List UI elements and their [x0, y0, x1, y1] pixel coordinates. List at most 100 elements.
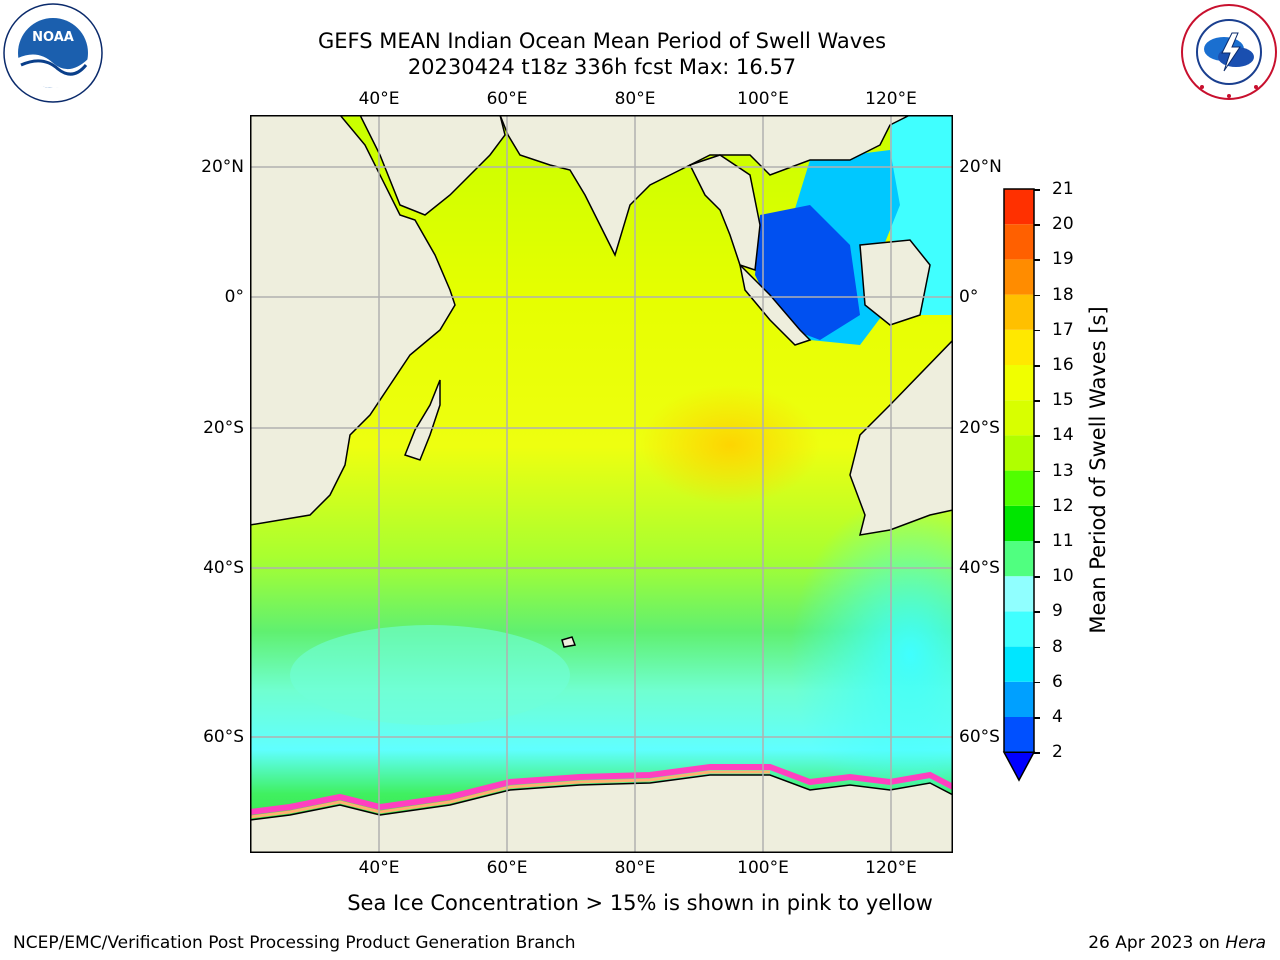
colorbar-segment — [1004, 541, 1034, 577]
warm-swell-zone — [640, 385, 820, 505]
colorbar-tick-mark — [1034, 365, 1040, 367]
lat-label-left: 40°S — [203, 558, 244, 578]
indochina-land — [688, 154, 761, 272]
chart-subtitle: 20230424 t18z 336h fcst Max: 16.57 — [407, 55, 797, 79]
map-border — [250, 115, 953, 853]
lat-label-left: 20°N — [201, 157, 244, 177]
swell-period-map — [249, 114, 1030, 854]
colorbar-tick-label: 9 — [1052, 601, 1063, 622]
colorbar-tick-mark — [1034, 400, 1040, 402]
lon-label-bottom: 60°E — [486, 858, 528, 878]
lon-label-bottom: 40°E — [358, 858, 400, 878]
colorbar-tick-mark — [1034, 681, 1040, 684]
lon-label-bottom: 120°E — [865, 858, 917, 878]
sea-ice-edge — [249, 764, 955, 815]
colorbar-segment — [1004, 435, 1034, 471]
colorbar-tick-mark — [1034, 505, 1040, 508]
colorbar-extend-arrow — [1002, 751, 1036, 782]
date-text: 26 Apr 2023 on — [1088, 933, 1226, 953]
lat-label-left: 0° — [224, 287, 244, 307]
australia-land — [849, 338, 954, 536]
lon-label-top: 120°E — [865, 89, 917, 109]
colorbar-tick-label: 15 — [1052, 390, 1074, 411]
lat-label-left: 60°S — [203, 727, 244, 747]
colorbar-segment — [1004, 470, 1034, 506]
lat-label-left: 20°S — [203, 418, 244, 438]
colorbar-segment — [1004, 717, 1034, 753]
noaa-logo-text: NOAA — [32, 30, 74, 45]
colorbar-tick-label: 10 — [1052, 566, 1074, 587]
colorbar-segment — [1004, 576, 1034, 612]
map-svg — [249, 114, 1030, 854]
lon-label-top: 100°E — [737, 89, 789, 109]
colorbar-tick-mark — [1034, 470, 1040, 473]
sea-ice-inner — [249, 770, 770, 819]
colorbar-segment — [1004, 224, 1034, 260]
colorbar-segment — [1004, 365, 1034, 401]
colorbar-segment — [1004, 681, 1034, 717]
sumatra-land — [738, 262, 812, 346]
short-period-zone-west — [290, 625, 570, 725]
colorbar-tick-label: 13 — [1052, 460, 1074, 481]
colorbar-tick-mark — [1034, 435, 1040, 437]
lon-label-top: 80°E — [614, 89, 656, 109]
borneo-land — [859, 239, 931, 326]
noaa-logo: NOAA — [3, 3, 103, 103]
colorbar-tick-label: 6 — [1052, 671, 1063, 692]
sea-ice-note: Sea Ice Concentration > 15% is shown in … — [347, 891, 933, 915]
credit-text: NCEP/EMC/Verification Post Processing Pr… — [13, 933, 576, 953]
south-china-sea-blue — [755, 205, 860, 340]
colorbar-segment — [1004, 189, 1034, 225]
colorbar-tick-label: 11 — [1052, 531, 1074, 551]
colorbar-tick-label: 14 — [1052, 425, 1074, 446]
land — [249, 114, 954, 854]
colorbar-tick-label: 17 — [1052, 319, 1074, 340]
kerguelen-land — [561, 636, 577, 648]
colorbar-tick-label: 4 — [1052, 707, 1063, 727]
colorbar-tick-label: 21 — [1052, 179, 1074, 199]
colorbar-label: Mean Period of Swell Waves [s] — [1086, 306, 1110, 634]
colorbar-svg — [1002, 188, 1036, 782]
colorbar-segment — [1004, 294, 1034, 330]
colorbar-tick-label: 20 — [1052, 214, 1074, 235]
colorbar-tick-mark — [1034, 752, 1040, 754]
colorbar-tick-label: 19 — [1052, 249, 1074, 270]
colorbar-tick-mark — [1034, 189, 1040, 191]
colorbar-tick-mark — [1034, 259, 1040, 261]
colorbar-tick-label: 12 — [1052, 495, 1074, 516]
colorbar-tick-mark — [1034, 294, 1040, 297]
colorbar-tick-mark — [1034, 576, 1040, 578]
lat-label-right: 0° — [959, 287, 979, 307]
host-name: Hera — [1225, 933, 1266, 953]
colorbar-segment — [1004, 400, 1034, 436]
colorbar-segment — [1004, 329, 1034, 365]
colorbar-tick-mark — [1034, 646, 1040, 649]
colorbar-tick-mark — [1034, 541, 1040, 543]
madagascar-land — [404, 379, 441, 461]
colorbar-tick-mark — [1034, 717, 1040, 719]
lat-label-right: 20°S — [959, 418, 1000, 438]
lat-label-right: 20°N — [959, 157, 1002, 177]
lat-label-right: 60°S — [959, 727, 1000, 747]
date-stamp: 26 Apr 2023 on Hera — [1088, 933, 1266, 953]
colorbar-segment — [1004, 646, 1034, 682]
colorbar-tick-mark — [1034, 329, 1040, 332]
lat-label-right: 40°S — [959, 558, 1000, 578]
graticule — [250, 115, 953, 853]
colorbar-segment — [1004, 505, 1034, 541]
colorbar-tick-label: 8 — [1052, 636, 1063, 657]
colorbar-segment — [1004, 611, 1034, 647]
chart-title: GEFS MEAN Indian Ocean Mean Period of Sw… — [317, 29, 887, 53]
colorbar-segment — [1004, 259, 1034, 295]
colorbar — [1000, 187, 1040, 787]
colorbar-tick-label: 18 — [1052, 284, 1074, 305]
colorbar-tick-mark — [1034, 224, 1040, 226]
lon-label-top: 40°E — [358, 89, 400, 109]
arabia-land — [358, 114, 506, 216]
lon-label-top: 60°E — [486, 89, 528, 109]
nws-logo — [1180, 3, 1278, 101]
colorbar-tick-label: 2 — [1052, 742, 1063, 763]
lon-label-bottom: 80°E — [614, 858, 656, 878]
colorbar-tick-label: 16 — [1052, 355, 1074, 375]
colorbar-tick-mark — [1034, 611, 1040, 613]
